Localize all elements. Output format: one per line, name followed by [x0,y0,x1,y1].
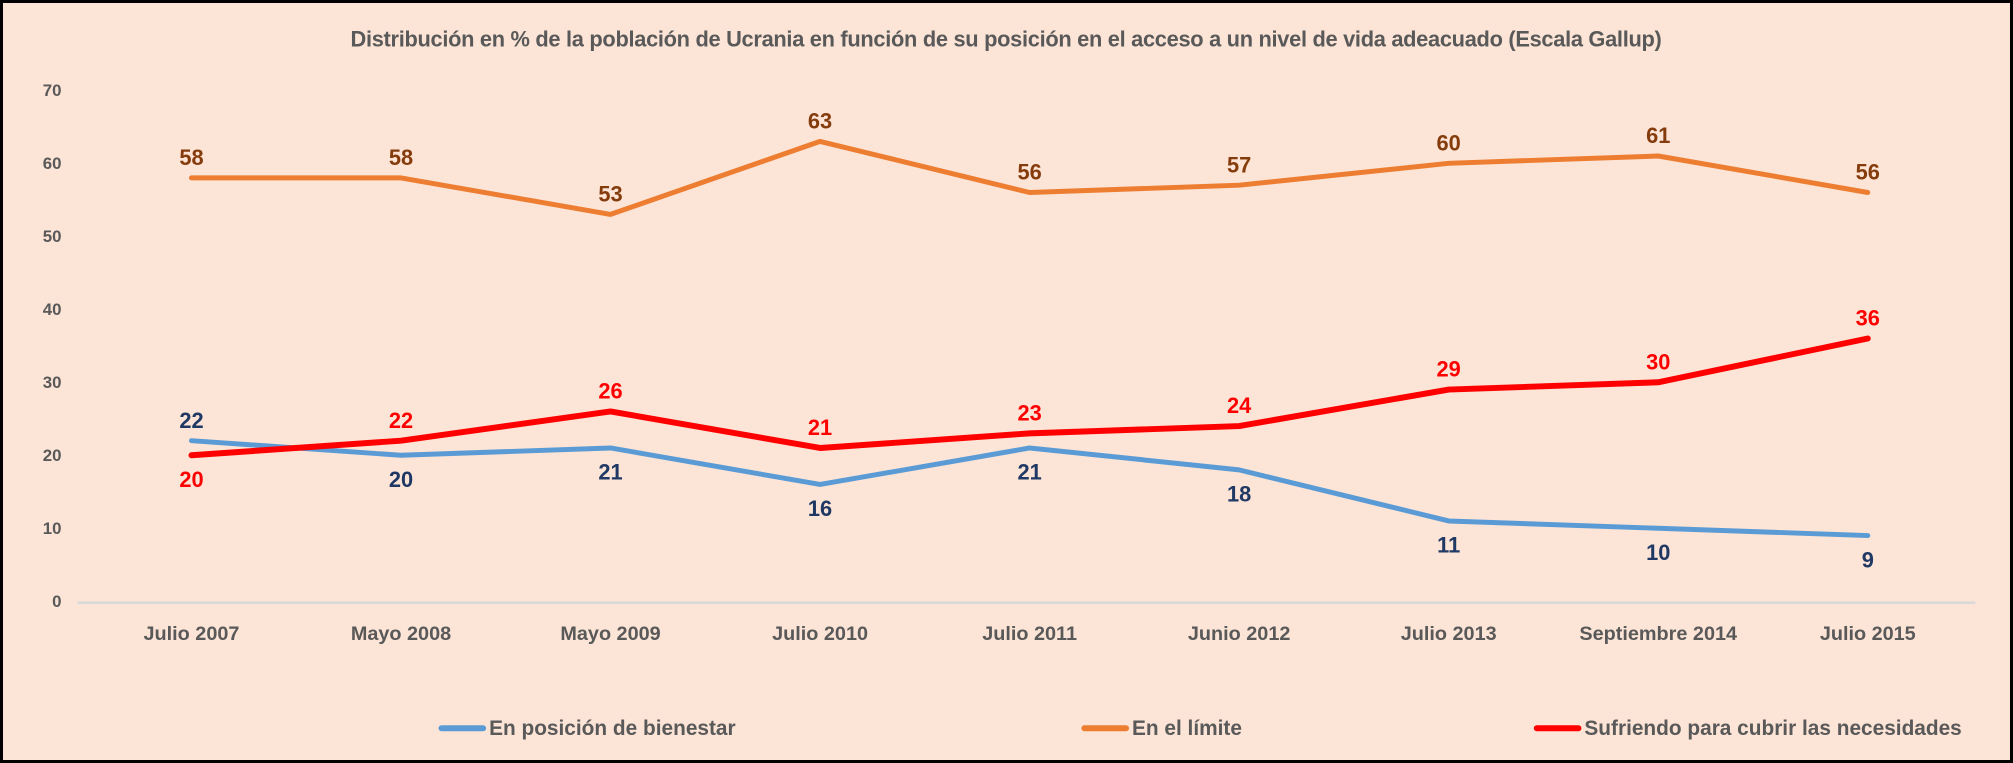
y-tick-label: 50 [43,227,62,246]
line-chart: Distribución en % de la población de Ucr… [43,27,1976,740]
y-tick-label: 70 [43,81,62,100]
data-label: 53 [598,181,622,206]
x-category-label: Septiembre 2014 [1579,623,1737,645]
data-label: 56 [1856,160,1880,185]
data-label: 9 [1862,547,1874,572]
data-label: 20 [389,467,413,492]
legend-item: En posición de bienestar [438,717,736,740]
legend-label: En el límite [1132,717,1242,740]
data-label: 60 [1437,130,1461,155]
x-category-label: Mayo 2009 [560,623,660,645]
x-axis-labels: Julio 2007 Mayo 2008 Mayo 2009 Julio 2010 Ju… [144,623,1916,645]
legend: En posición de bienestar En el límite Sufr… [438,717,1962,740]
y-tick-label: 60 [43,154,62,173]
series-line-0 [188,438,1871,539]
data-label: 22 [389,408,413,433]
data-label: 22 [179,408,203,433]
data-label: 23 [1017,400,1041,425]
x-category-label: Junio 2012 [1188,623,1291,645]
y-tick-label: 20 [43,446,62,465]
series-line-1 [188,138,1871,217]
x-category-label: Julio 2015 [1820,623,1916,645]
plot-area: 22 20 21 16 21 18 11 10 9 58 58 53 63 56 57 60 61 56 20 22 2… [179,109,1880,573]
data-label: 63 [808,109,832,134]
data-label: 36 [1856,306,1880,331]
legend-label: Sufriendo para cubrir las necesidades [1584,717,1961,740]
chart-title: Distribución en % de la población de Ucr… [351,27,1662,52]
data-label: 11 [1437,533,1460,558]
x-category-label: Julio 2007 [144,623,240,645]
x-category-label: Julio 2010 [772,623,868,645]
data-label: 24 [1227,393,1252,418]
data-label: 57 [1227,152,1251,177]
data-label: 30 [1646,349,1670,374]
data-label: 56 [1017,160,1041,185]
data-label: 10 [1646,540,1670,565]
x-category-label: Julio 2011 [982,623,1077,645]
data-label: 18 [1227,482,1251,507]
series-line-2 [188,335,1871,459]
y-tick-label: 0 [52,592,61,611]
legend-item: En el límite [1081,717,1242,740]
data-label: 16 [808,496,832,521]
x-category-label: Mayo 2008 [351,623,451,645]
y-axis-ticks: 0 10 20 30 40 50 60 70 [43,81,1976,611]
legend-label: En posición de bienestar [489,717,736,740]
data-label: 21 [1017,460,1041,485]
data-label: 20 [179,467,203,492]
data-label: 21 [598,460,622,485]
y-tick-label: 30 [43,373,62,392]
y-tick-label: 10 [43,519,62,538]
x-category-label: Julio 2013 [1401,623,1497,645]
data-label: 29 [1437,357,1461,382]
data-label: 21 [808,415,832,440]
data-label: 58 [179,145,203,170]
data-label: 26 [598,379,622,404]
legend-item: Sufriendo para cubrir las necesidades [1533,717,1962,740]
data-label: 58 [389,145,413,170]
y-tick-label: 40 [43,300,62,319]
data-label: 61 [1646,123,1670,148]
